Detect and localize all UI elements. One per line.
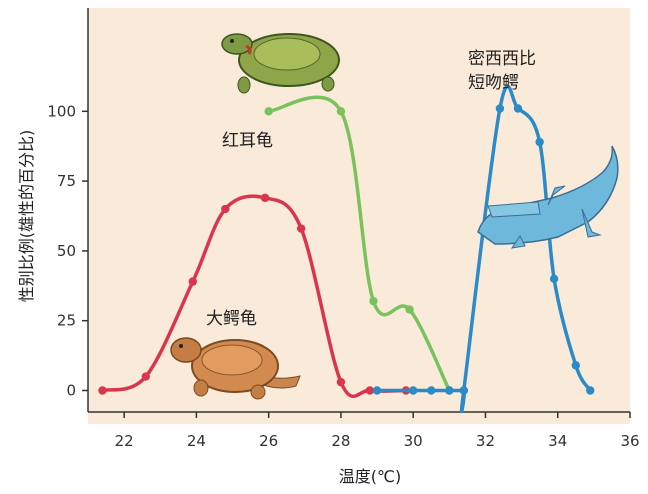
x-tick-label: 26 xyxy=(259,432,278,450)
data-point xyxy=(513,104,523,113)
data-point xyxy=(369,296,378,306)
series-layer xyxy=(98,84,595,413)
data-point xyxy=(260,193,270,203)
data-point xyxy=(336,107,346,116)
data-point xyxy=(141,372,151,381)
data-point xyxy=(459,386,468,395)
y-tick-label: 0 xyxy=(66,381,76,399)
data-point xyxy=(495,104,505,113)
x-tick-label: 22 xyxy=(115,432,134,450)
data-point xyxy=(296,224,306,233)
data-point xyxy=(445,386,454,395)
x-axis-title: 温度(℃) xyxy=(339,467,401,486)
series-line xyxy=(266,95,452,393)
x-tick-label: 32 xyxy=(476,432,495,450)
label-alligator-line1: 密西西比 xyxy=(468,49,536,69)
y-tick-label: 75 xyxy=(57,172,76,190)
y-tick-label: 25 xyxy=(57,312,76,330)
data-point xyxy=(409,386,418,395)
data-point xyxy=(221,204,230,214)
x-tick-label: 28 xyxy=(331,432,350,450)
snapping-turtle-illustration xyxy=(170,337,301,400)
y-tick-label: 50 xyxy=(57,242,76,260)
x-tick-label: 34 xyxy=(548,432,567,450)
data-point xyxy=(586,386,595,395)
label-alligator-line2: 短吻鳄 xyxy=(468,73,519,93)
data-point xyxy=(188,277,197,286)
y-tick-label: 100 xyxy=(47,102,76,120)
data-point xyxy=(571,361,580,370)
label-snapping-turtle: 大鳄龟 xyxy=(206,309,257,329)
x-tick-label: 24 xyxy=(187,432,206,450)
data-point xyxy=(405,305,414,314)
x-axis-ticks: 22 24 26 28 30 32 34 36 xyxy=(115,412,640,450)
x-tick-label: 36 xyxy=(620,432,639,450)
red-eared-slider-illustration xyxy=(221,33,340,94)
series-2 xyxy=(372,84,595,413)
data-point xyxy=(549,274,559,284)
x-tick-label: 30 xyxy=(404,432,423,450)
series-0 xyxy=(98,193,411,399)
data-point xyxy=(365,386,375,395)
data-point xyxy=(98,386,107,395)
label-red-eared-slider: 红耳龟 xyxy=(222,131,273,151)
data-point xyxy=(427,386,436,395)
alligator-illustration xyxy=(477,145,619,249)
data-point xyxy=(535,137,544,147)
y-axis-title: 性别比例(雄性的百分比) xyxy=(17,130,36,303)
data-point xyxy=(372,386,382,395)
y-axis-ticks: 0 25 50 75 100 xyxy=(47,102,88,399)
data-point xyxy=(264,107,273,116)
data-point xyxy=(336,377,346,387)
